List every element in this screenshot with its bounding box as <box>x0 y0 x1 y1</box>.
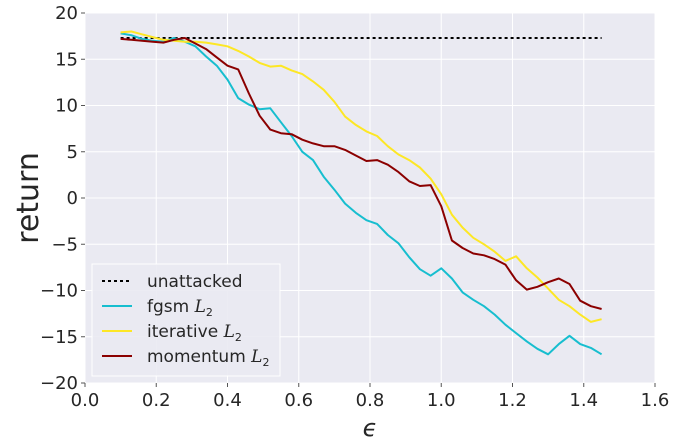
y-tick-label: −15 <box>40 327 78 348</box>
x-tick-label: 0.2 <box>142 390 171 411</box>
x-tick-label: 0.6 <box>284 390 313 411</box>
y-tick-label: −20 <box>40 373 78 394</box>
y-tick-label: 0 <box>67 188 78 209</box>
y-tick-label: −5 <box>51 234 78 255</box>
y-axis-ticks: −20 −15 −10 −5 0 5 10 15 20 <box>40 3 85 394</box>
x-tick-label: 1.2 <box>498 390 527 411</box>
y-axis-label: return <box>11 152 46 244</box>
series-layer <box>120 30 603 356</box>
x-tick-label: 1.4 <box>569 390 598 411</box>
series-line-fgsm-l2 <box>120 32 603 356</box>
y-tick-label: 15 <box>55 49 78 70</box>
legend: unattacked fgsm L2 iterative L2 momentum L2 <box>91 263 281 377</box>
legend-entry: momentum L2 <box>147 347 269 369</box>
y-tick-label: −10 <box>40 281 78 302</box>
series-line-momentum-l2 <box>120 37 602 310</box>
y-tick-label: 5 <box>67 142 78 163</box>
x-axis-ticks: 0.0 0.2 0.4 0.6 0.8 1.0 1.2 1.4 1.6 <box>71 383 670 411</box>
x-tick-label: 0.8 <box>356 390 385 411</box>
legend-entry: iterative L2 <box>147 322 242 344</box>
x-axis-label: ϵ <box>363 414 378 442</box>
y-tick-label: 10 <box>55 96 78 117</box>
legend-box <box>91 263 281 377</box>
x-tick-label: 1.0 <box>427 390 456 411</box>
y-tick-label: 20 <box>55 3 78 24</box>
x-tick-label: 0.0 <box>71 390 100 411</box>
x-tick-label: 0.4 <box>213 390 242 411</box>
legend-entry: fgsm L2 <box>147 297 213 319</box>
legend-entry: unattacked <box>147 272 243 292</box>
x-tick-label: 1.6 <box>641 390 670 411</box>
series-line-iterative-l2 <box>120 30 602 323</box>
